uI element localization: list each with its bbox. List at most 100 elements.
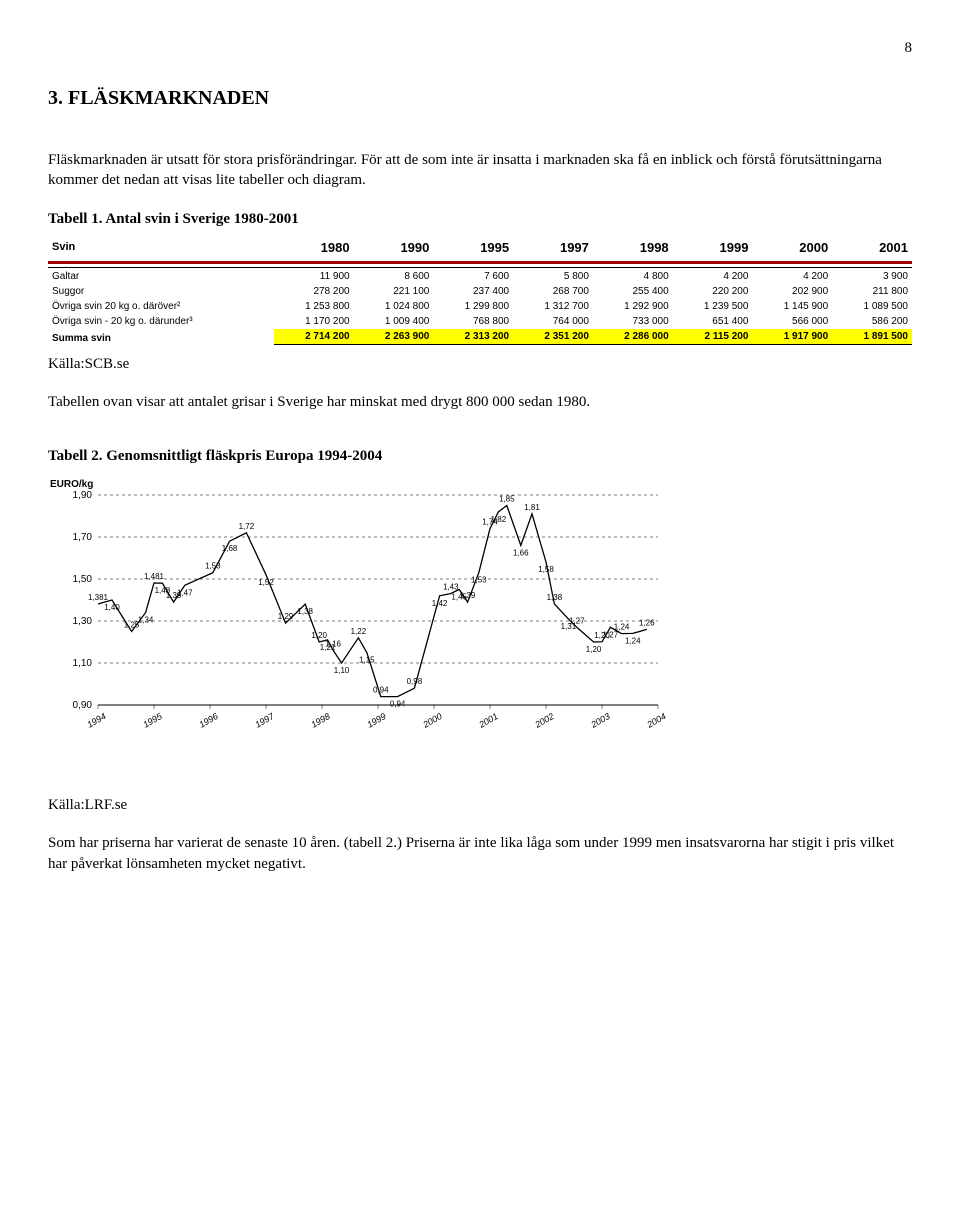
svg-text:1,29: 1,29 <box>278 612 294 621</box>
row-label: Övriga svin 20 kg o. däröver² <box>48 299 274 314</box>
svg-text:1,53: 1,53 <box>471 576 487 585</box>
svg-text:0,94: 0,94 <box>390 700 406 709</box>
col-year: 2000 <box>752 234 832 263</box>
sum-cell: 2 351 200 <box>513 329 593 345</box>
svg-text:1,20: 1,20 <box>586 645 602 654</box>
table-svin: Svin 1980 1990 1995 1997 1998 1999 2000 … <box>48 234 912 346</box>
svg-text:1,58: 1,58 <box>538 565 554 574</box>
svg-text:1,81: 1,81 <box>524 503 540 512</box>
svg-text:1,85: 1,85 <box>499 495 515 504</box>
svg-text:1,15: 1,15 <box>359 656 375 665</box>
svg-text:1,26: 1,26 <box>639 618 655 627</box>
table-row: Övriga svin - 20 kg o. därunder³1 170 20… <box>48 314 912 329</box>
svg-text:1,38: 1,38 <box>547 593 563 602</box>
cell: 4 800 <box>593 269 673 284</box>
table-row: Övriga svin 20 kg o. däröver²1 253 8001 … <box>48 299 912 314</box>
cell: 221 100 <box>354 284 434 299</box>
cell: 1 312 700 <box>513 299 593 314</box>
svg-text:1995: 1995 <box>141 711 164 730</box>
cell: 278 200 <box>274 284 354 299</box>
sum-cell: 2 714 200 <box>274 329 354 345</box>
svg-text:1,82: 1,82 <box>491 515 507 524</box>
col-year: 1998 <box>593 234 673 263</box>
svg-text:1,24: 1,24 <box>625 636 641 645</box>
cell: 11 900 <box>274 269 354 284</box>
table-row: Suggor278 200221 100237 400268 700255 40… <box>48 284 912 299</box>
svg-text:1,40: 1,40 <box>104 603 120 612</box>
svg-text:0,98: 0,98 <box>407 677 423 686</box>
col-year: 1980 <box>274 234 354 263</box>
svg-text:0,94: 0,94 <box>373 686 389 695</box>
sum-label: Summa svin <box>48 329 274 346</box>
svg-text:1,47: 1,47 <box>177 588 193 597</box>
sum-cell: 1 891 500 <box>832 329 912 345</box>
cell: 1 239 500 <box>673 299 753 314</box>
sum-cell: 2 263 900 <box>354 329 434 345</box>
page-number: 8 <box>48 40 912 57</box>
table2-title: Tabell 2. Genomsnittligt fläskpris Europ… <box>48 448 912 465</box>
svg-text:1,43: 1,43 <box>443 582 459 591</box>
cell: 3 900 <box>832 269 912 284</box>
sum-cell: 1 917 900 <box>752 329 832 345</box>
cell: 651 400 <box>673 314 753 329</box>
cell: 586 200 <box>832 314 912 329</box>
cell: 4 200 <box>752 269 832 284</box>
cell: 1 292 900 <box>593 299 673 314</box>
svg-text:1,24: 1,24 <box>614 623 630 632</box>
sum-cell: 2 286 000 <box>593 329 673 345</box>
svg-text:1,72: 1,72 <box>239 522 255 531</box>
table-header-row: Svin 1980 1990 1995 1997 1998 1999 2000 … <box>48 234 912 263</box>
cell: 764 000 <box>513 314 593 329</box>
table1-source: Källa:SCB.se <box>48 354 912 374</box>
svg-text:1,27: 1,27 <box>569 616 585 625</box>
col-year: 1997 <box>513 234 593 263</box>
cell: 220 200 <box>673 284 753 299</box>
svg-text:1,481: 1,481 <box>144 572 165 581</box>
cell: 237 400 <box>433 284 513 299</box>
svg-text:1,34: 1,34 <box>138 616 154 625</box>
cell: 4 200 <box>673 269 753 284</box>
row-label: Suggor <box>48 284 274 299</box>
col-year: 1999 <box>673 234 753 263</box>
cell: 733 000 <box>593 314 673 329</box>
cell: 1 145 900 <box>752 299 832 314</box>
price-chart: EURO/kg0,901,101,301,501,701,90199419951… <box>48 475 912 755</box>
cell: 1 024 800 <box>354 299 434 314</box>
cell: 268 700 <box>513 284 593 299</box>
svg-text:1999: 1999 <box>365 711 387 730</box>
col-year: 1995 <box>433 234 513 263</box>
cell: 255 400 <box>593 284 673 299</box>
chart-comment: Som har priserna har varierat de senaste… <box>48 833 912 874</box>
svg-text:1,38: 1,38 <box>297 607 313 616</box>
svg-text:1996: 1996 <box>197 711 219 730</box>
svg-text:1,53: 1,53 <box>205 562 221 571</box>
cell: 8 600 <box>354 269 434 284</box>
svg-text:1,42: 1,42 <box>432 599 448 608</box>
svg-text:1,39: 1,39 <box>460 591 476 600</box>
sum-cell: 2 115 200 <box>673 329 753 345</box>
cell: 1 089 500 <box>832 299 912 314</box>
cell: 211 800 <box>832 284 912 299</box>
svg-text:1,10: 1,10 <box>334 666 350 675</box>
svg-text:1,70: 1,70 <box>73 532 93 543</box>
cell: 5 800 <box>513 269 593 284</box>
intro-paragraph: Fläskmarknaden är utsatt för stora prisf… <box>48 150 912 191</box>
svg-text:EURO/kg: EURO/kg <box>50 479 93 490</box>
section-heading: 3. FLÄSKMARKNADEN <box>48 87 912 110</box>
cell: 202 900 <box>752 284 832 299</box>
table-sum-row: Summa svin 2 714 200 2 263 900 2 313 200… <box>48 329 912 345</box>
cell: 566 000 <box>752 314 832 329</box>
cell: 7 600 <box>433 269 513 284</box>
svg-text:2001: 2001 <box>476 711 499 730</box>
cell: 1 299 800 <box>433 299 513 314</box>
col-year: 2001 <box>832 234 912 263</box>
svg-text:1998: 1998 <box>309 711 331 730</box>
svg-text:1,52: 1,52 <box>258 578 274 587</box>
svg-text:2004: 2004 <box>644 711 667 730</box>
sum-cell: 2 313 200 <box>433 329 513 345</box>
svg-text:1,66: 1,66 <box>513 548 529 557</box>
col-header-svin: Svin <box>48 234 274 263</box>
svg-text:2000: 2000 <box>420 711 443 730</box>
svg-text:2002: 2002 <box>532 711 555 730</box>
svg-text:1,30: 1,30 <box>73 616 93 627</box>
